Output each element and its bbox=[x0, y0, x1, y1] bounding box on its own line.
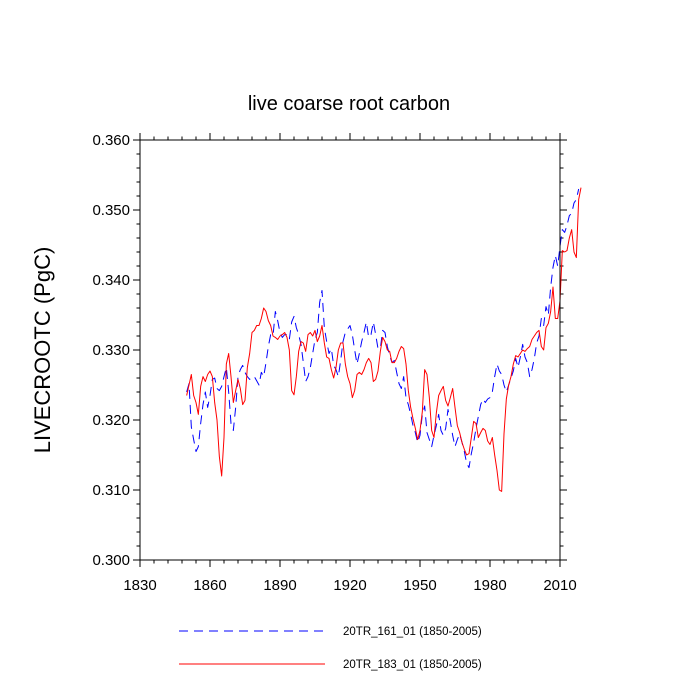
y-tick-label: 0.350 bbox=[92, 202, 130, 219]
y-tick-labels: 0.300 0.310 0.320 0.330 0.340 0.350 0.360 bbox=[92, 132, 130, 569]
x-tick-label: 1890 bbox=[263, 577, 296, 594]
x-tick-label: 1920 bbox=[333, 577, 366, 594]
y-tick-label: 0.330 bbox=[92, 342, 130, 359]
series-line-1 bbox=[186, 188, 580, 469]
series-line-2 bbox=[186, 187, 582, 492]
x-tick-label: 2010 bbox=[543, 577, 576, 594]
x-tick-label: 1860 bbox=[193, 577, 226, 594]
series-layer bbox=[186, 187, 582, 492]
x-tick-label: 1830 bbox=[123, 577, 156, 594]
plot-frame bbox=[139, 139, 561, 561]
x-tick-label: 1980 bbox=[473, 577, 506, 594]
y-tick-label: 0.340 bbox=[92, 272, 130, 289]
legend-label-2: 20TR_183_01 (1850-2005) bbox=[343, 659, 482, 671]
y-axis-label: LIVECROOTC (PgC) bbox=[30, 247, 55, 454]
y-tick-label: 0.300 bbox=[92, 552, 130, 569]
x-tick-labels: 1830 1860 1890 1920 1950 1980 2010 bbox=[123, 577, 576, 594]
axis-ticks bbox=[133, 133, 567, 567]
y-tick-label: 0.360 bbox=[92, 132, 130, 149]
chart-title: live coarse root carbon bbox=[248, 93, 450, 115]
y-tick-label: 0.310 bbox=[92, 482, 130, 499]
legend: 20TR_161_01 (1850-2005) 20TR_183_01 (1850… bbox=[179, 626, 482, 671]
legend-label-1: 20TR_161_01 (1850-2005) bbox=[343, 626, 482, 638]
y-tick-label: 0.320 bbox=[92, 412, 130, 429]
x-tick-label: 1950 bbox=[403, 577, 436, 594]
